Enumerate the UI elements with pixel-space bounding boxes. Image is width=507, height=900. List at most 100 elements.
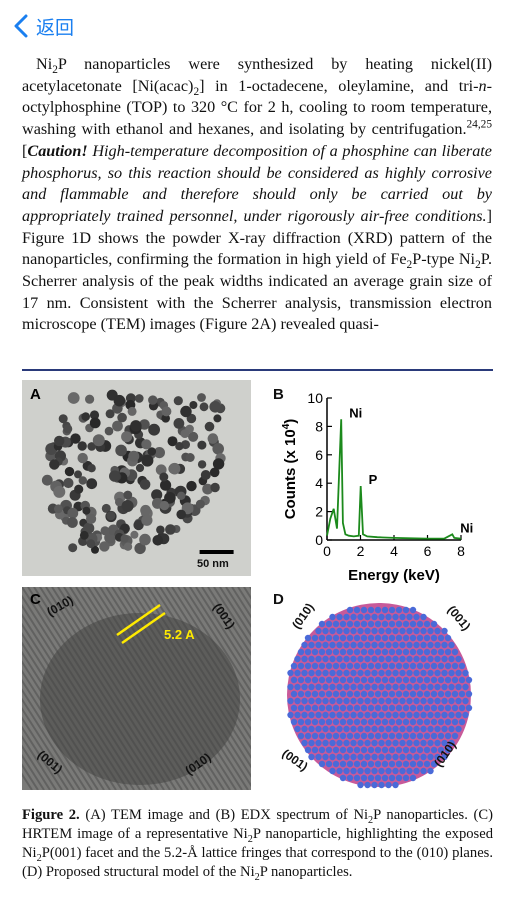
ni-atom (406, 641, 413, 649)
ni-atom (353, 648, 361, 656)
ni-atom (357, 627, 364, 635)
ni-atom (350, 739, 357, 747)
ni-atom (462, 669, 469, 677)
ni-atom (357, 781, 364, 789)
lattice-fringe (22, 613, 135, 790)
nanoparticle (120, 534, 129, 543)
ni-atom (399, 753, 406, 761)
ni-atom (385, 613, 392, 621)
lattice-fringe (171, 587, 251, 713)
nanoparticle (151, 489, 163, 501)
ni-atom (322, 753, 329, 761)
ni-atom (427, 697, 434, 705)
ni-atom (311, 648, 319, 656)
ni-atom (392, 739, 399, 747)
ni-atom (343, 739, 350, 747)
ni-atom (322, 725, 329, 733)
nanoparticle (123, 542, 133, 551)
ni-atom (325, 746, 333, 754)
ni-atom (378, 753, 385, 761)
nanoparticle (63, 424, 73, 434)
lattice-fringe (207, 587, 251, 657)
nanoparticle (101, 503, 111, 513)
ni-atom (399, 711, 406, 719)
lattice-fringe (75, 587, 207, 790)
lattice-fringe (22, 688, 87, 790)
panel-c-hrtem-image: C 5.2 A (010) (001) (001) (010) (22, 587, 251, 790)
lattice-fringe (22, 587, 153, 790)
ni-atom (441, 711, 448, 719)
ni-atom (402, 676, 410, 684)
back-button[interactable]: 返回 (12, 12, 74, 40)
back-label: 返回 (36, 17, 75, 39)
ni-atom (374, 774, 382, 782)
ni-atom (427, 767, 434, 775)
ni-atom (448, 669, 455, 677)
ni-atom (444, 662, 452, 670)
ni-atom (441, 641, 448, 649)
ni-atom (315, 711, 322, 719)
ni-atom (420, 627, 427, 635)
ni-atom (318, 634, 326, 642)
ni-atom (448, 739, 455, 747)
ni-atom (343, 669, 350, 677)
ni-atom (416, 690, 424, 698)
ni-atom (434, 697, 441, 705)
ni-atom (388, 732, 396, 740)
lattice-fringe (87, 587, 219, 790)
ni-atom (367, 732, 375, 740)
ni-atom (360, 774, 368, 782)
ni-atom (378, 739, 385, 747)
ni-atom (399, 697, 406, 705)
ni-atom (294, 697, 301, 705)
ni-atom (444, 746, 452, 754)
y-axis-label: Counts (x 104) (281, 419, 299, 520)
ni-atom (455, 669, 462, 677)
ni-atom (441, 669, 448, 677)
ni-atom (364, 627, 371, 635)
ni-atom (385, 627, 392, 635)
ni-atom (420, 767, 427, 775)
ni-atom (455, 711, 462, 719)
ni-atom (430, 760, 438, 768)
lattice-fringe (22, 706, 75, 790)
ni-atom (388, 718, 396, 726)
nanoparticle (74, 484, 84, 494)
ni-atom (318, 648, 326, 656)
ni-atom (301, 655, 308, 663)
ni-atom (388, 746, 396, 754)
chevron-left-icon (14, 14, 28, 38)
ni-atom (336, 725, 343, 733)
ni-atom (399, 613, 406, 621)
ni-atom (409, 662, 417, 670)
nanoparticle (200, 470, 211, 480)
ni-atom (462, 697, 469, 705)
ni-atom (308, 641, 315, 649)
ni-atom (353, 634, 361, 642)
ni-atom (406, 669, 413, 677)
ni-atom (388, 676, 396, 684)
ni-atom (413, 627, 420, 635)
lattice-fringe (147, 587, 251, 750)
ni-atom (374, 746, 382, 754)
ni-atom (353, 732, 361, 740)
ni-atom (385, 697, 392, 705)
nanoparticle (99, 541, 110, 552)
ni-atom (346, 606, 354, 614)
ni-atom (364, 725, 371, 733)
lattice-fringe (22, 641, 117, 790)
ni-atom (413, 641, 420, 649)
ni-atom (465, 676, 473, 684)
ni-atom (360, 662, 368, 670)
ni-atom (392, 613, 399, 621)
y-tick-label: 0 (315, 532, 323, 548)
ni-atom (357, 697, 364, 705)
panel-d-label: D (273, 591, 284, 608)
fringe-marker (121, 611, 166, 645)
nanoparticle (121, 500, 134, 512)
ni-atom (451, 732, 459, 740)
ni-atom (297, 648, 305, 656)
ni-atom (392, 627, 399, 635)
ni-atom (423, 746, 431, 754)
ni-atom (336, 669, 343, 677)
